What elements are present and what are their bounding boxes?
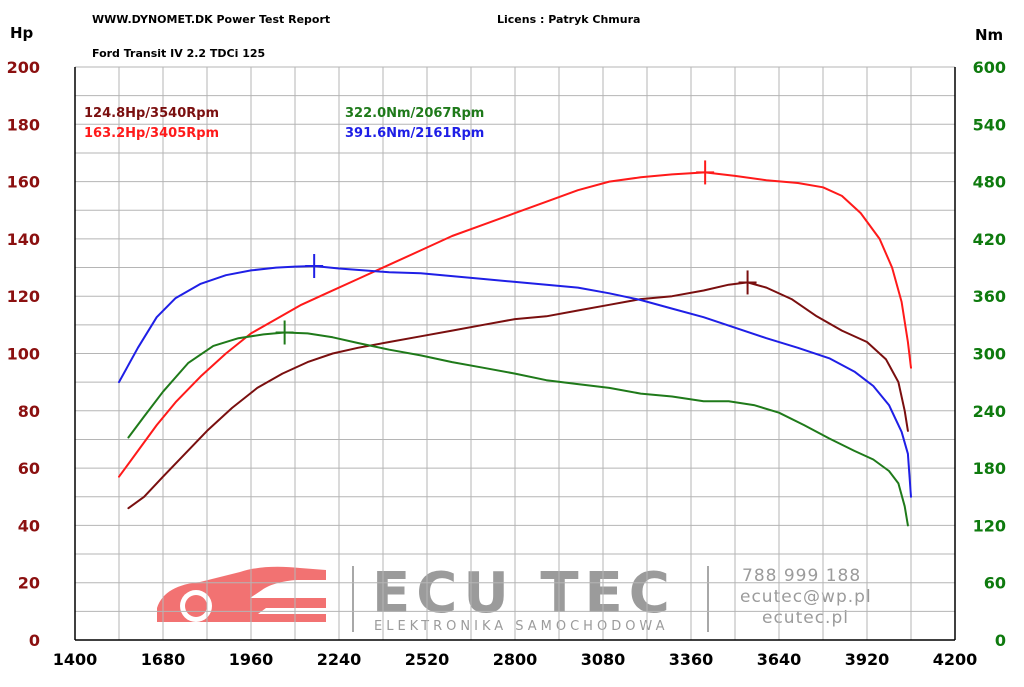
left-unit-label: Hp xyxy=(10,24,34,42)
x-tick-label: 3360 xyxy=(669,650,714,669)
peak-label-stock_nm: 322.0Nm/2067Rpm xyxy=(345,106,484,121)
curve-stock_hp xyxy=(127,281,909,510)
x-tick-label: 2520 xyxy=(405,650,450,669)
chart-curves xyxy=(118,160,912,527)
x-tick-label: 4200 xyxy=(933,650,978,669)
license-label: Licens : Patryk Chmura xyxy=(497,13,640,26)
peak-annotations: 124.8Hp/3540Rpm 163.2Hp/3405Rpm 322.0Nm/20… xyxy=(84,106,484,141)
x-tick-label: 3640 xyxy=(757,650,802,669)
ecutec-watermark: ECU TEC ELEKTRONIKA SAMOCHODOWA 788 999 … xyxy=(157,561,872,634)
vehicle-title: Ford Transit IV 2.2 TDCi 125 xyxy=(92,47,265,60)
right-y-tick-label: 0 xyxy=(995,631,1006,650)
left-y-tick-label: 160 xyxy=(7,173,40,192)
report-site-title: WWW.DYNOMET.DK Power Test Report xyxy=(92,13,330,26)
right-y-tick-label: 540 xyxy=(973,115,1006,134)
left-y-tick-label: 120 xyxy=(7,287,40,306)
curve-stock_nm xyxy=(127,331,909,527)
curve-tuned_hp xyxy=(118,171,912,478)
x-tick-label: 2240 xyxy=(317,650,362,669)
chart-grid xyxy=(74,66,956,641)
x-tick-label: 1960 xyxy=(229,650,274,669)
left-y-tick-label: 180 xyxy=(7,115,40,134)
x-tick-label: 3920 xyxy=(845,650,890,669)
left-y-tick-label: 40 xyxy=(18,516,40,535)
x-tick-label: 1680 xyxy=(141,650,186,669)
left-y-tick-label: 140 xyxy=(7,230,40,249)
watermark-brand: ECU TEC xyxy=(372,561,676,626)
peak-label-tuned_hp: 163.2Hp/3405Rpm xyxy=(84,126,219,141)
x-tick-label: 2800 xyxy=(493,650,538,669)
right-y-tick-label: 420 xyxy=(973,230,1006,249)
left-y-tick-label: 0 xyxy=(29,631,40,650)
watermark-web: ecutec.pl xyxy=(762,608,849,628)
x-tick-label: 1400 xyxy=(53,650,98,669)
peak-label-stock_hp: 124.8Hp/3540Rpm xyxy=(84,106,219,121)
right-y-tick-label: 360 xyxy=(973,287,1006,306)
left-y-tick-label: 20 xyxy=(18,574,40,593)
peak-label-tuned_nm: 391.6Nm/2161Rpm xyxy=(345,126,484,141)
right-y-tick-label: 120 xyxy=(973,516,1006,535)
right-y-tick-label: 60 xyxy=(984,574,1006,593)
right-y-tick-label: 180 xyxy=(973,459,1006,478)
curve-tuned_nm xyxy=(118,265,912,498)
right-unit-label: Nm xyxy=(975,26,1003,44)
watermark-tagline: ELEKTRONIKA SAMOCHODOWA xyxy=(374,619,668,634)
car-logo-icon xyxy=(157,566,326,622)
left-y-tick-label: 80 xyxy=(18,402,40,421)
left-y-tick-label: 100 xyxy=(7,345,40,364)
chart-axes: 1400 1680 1960 2240 2520 2800 3080 3360 3640 3920… xyxy=(7,58,1006,669)
watermark-phone: 788 999 188 xyxy=(742,566,861,586)
left-y-tick-label: 200 xyxy=(7,58,40,77)
right-y-tick-label: 480 xyxy=(973,173,1006,192)
right-y-tick-label: 600 xyxy=(973,58,1006,77)
watermark-email: ecutec@wp.pl xyxy=(740,587,872,607)
x-tick-label: 3080 xyxy=(581,650,626,669)
right-y-tick-label: 300 xyxy=(973,345,1006,364)
left-y-tick-label: 60 xyxy=(18,459,40,478)
right-y-tick-label: 240 xyxy=(973,402,1006,421)
